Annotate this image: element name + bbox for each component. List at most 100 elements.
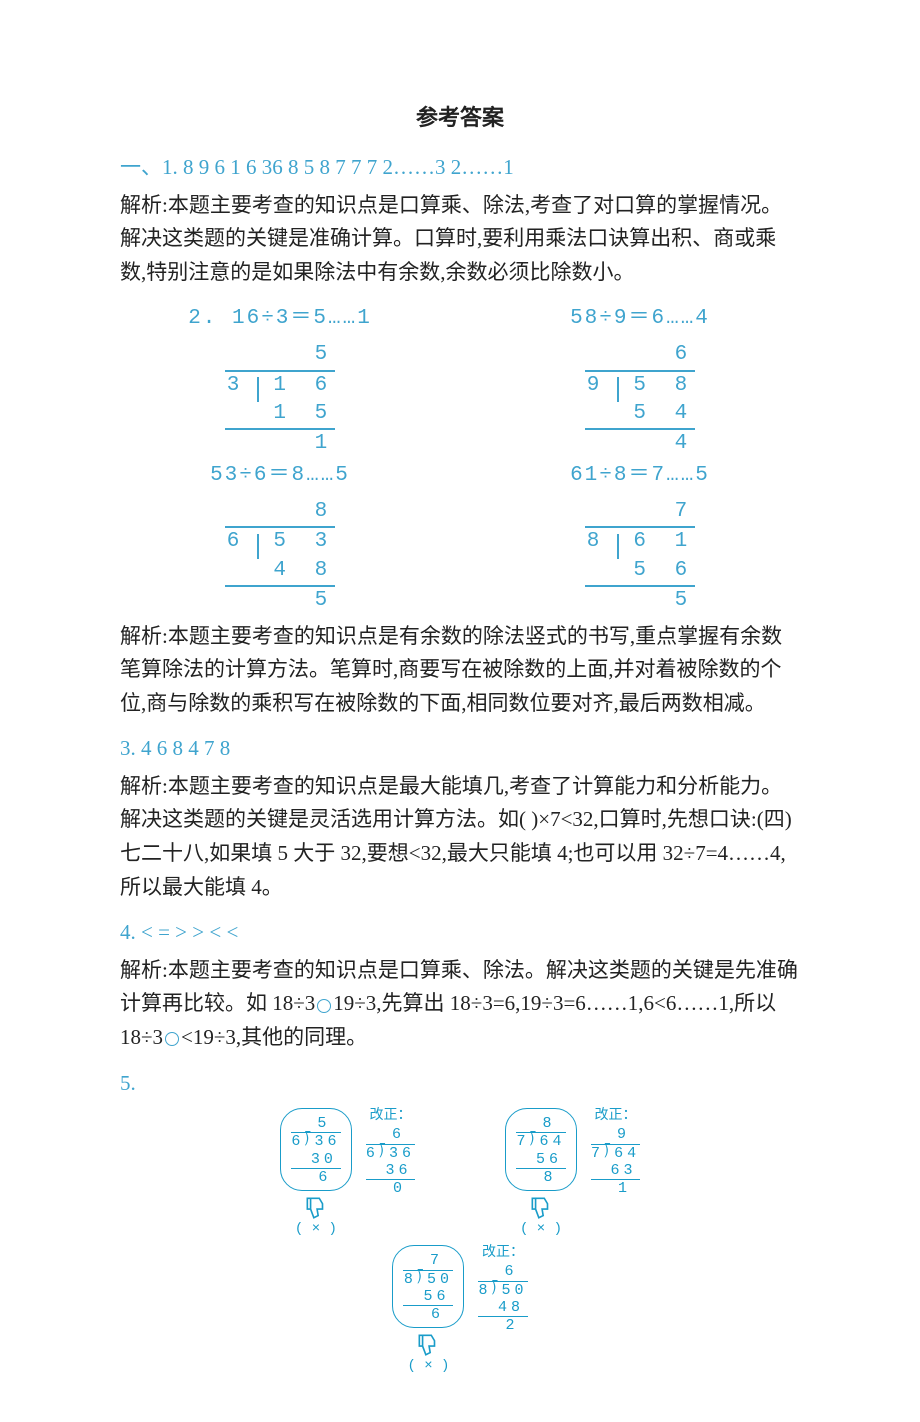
mdiv: 6 <box>366 1145 379 1162</box>
q5-label: 5. <box>120 1067 800 1101</box>
fix-label: 改正： <box>595 1108 637 1124</box>
mq: 9 <box>591 1126 640 1144</box>
cloud-fix-col: 改正： 6 6⟌36 36 0 <box>366 1108 415 1197</box>
mdiv: 7 <box>591 1145 604 1162</box>
mq: 8 <box>516 1115 566 1133</box>
ld-divisor: 6 <box>227 528 258 556</box>
mq: 6 <box>478 1263 527 1281</box>
judge-mark: ( × ) <box>295 1221 337 1237</box>
msub: 63 <box>591 1162 640 1180</box>
ld-dividend: 5 8 <box>633 372 695 400</box>
longdiv-block: 61÷8＝7……5 7 86 1 5 6 5 <box>480 459 800 616</box>
circle-icon <box>317 999 331 1013</box>
long-division: 6 9 5 8 5 4 4 <box>585 341 695 458</box>
q1-answers: 一、1. 8 9 6 1 6 36 8 5 8 7 7 7 2……3 2……1 <box>120 151 800 185</box>
bracket-icon <box>257 534 269 559</box>
ld-remainder: 4 <box>585 430 695 458</box>
mdiv: 8 <box>404 1271 417 1288</box>
mrem: 6 <box>291 1169 341 1186</box>
ld-divisor: 8 <box>587 528 618 556</box>
q2-long-division-grid: 2. 16÷3＝5……1 5 31 6 1 5 1 58÷9＝6……4 6 95… <box>120 302 800 616</box>
ld-quotient: 5 <box>225 341 335 371</box>
judge-mark: ( × ) <box>407 1358 449 1374</box>
cloud-pair: 7 8⟌50 56 6 ( × ) 改正： 6 8⟌50 48 2 <box>392 1245 527 1374</box>
msub: 56 <box>516 1151 566 1169</box>
ld-equation: 61÷8＝7……5 <box>570 459 710 493</box>
q4-explain: 解析:本题主要考查的知识点是口算乘、除法。解决这类题的关键是先准确计算再比较。如… <box>120 954 800 1055</box>
ld-row1: 9 5 8 <box>585 372 695 400</box>
ld-row1: 31 6 <box>225 372 335 400</box>
msub: 36 <box>366 1162 415 1180</box>
mdiv: 8 <box>478 1282 491 1299</box>
mdd: 64 <box>614 1145 640 1162</box>
thumb-down-icon <box>414 1332 442 1358</box>
mrem: 2 <box>478 1317 527 1334</box>
ld-divisor: 9 <box>587 372 618 400</box>
q1-values: 8 9 6 1 6 36 8 5 8 7 7 7 2……3 2……1 <box>183 155 514 179</box>
long-division: 8 65 3 4 8 5 <box>225 498 335 615</box>
bracket-icon <box>257 377 269 402</box>
mrow: 8⟌50 <box>403 1271 453 1288</box>
ld-row1: 8 6 1 <box>585 528 695 556</box>
mrem: 1 <box>591 1180 640 1197</box>
bracket-icon <box>617 534 629 559</box>
mrow: 6⟌36 <box>291 1133 341 1150</box>
mdd: 50 <box>427 1271 453 1288</box>
ld-dividend: 5 3 <box>273 528 335 556</box>
ld-equation: 53÷6＝8……5 <box>210 459 350 493</box>
ld-row1: 6 5 3 <box>225 528 335 556</box>
mdd: 36 <box>389 1145 415 1162</box>
ld-dividend: 1 6 <box>273 372 335 400</box>
msub: 56 <box>403 1288 453 1306</box>
cloud-wrong: 5 6⟌36 30 6 <box>280 1108 352 1191</box>
ld-sub: 5 4 <box>585 400 695 430</box>
mdiv: 6 <box>291 1133 304 1150</box>
cloud-wrong: 7 8⟌50 56 6 <box>392 1245 464 1328</box>
q3-explain: 解析:本题主要考查的知识点是最大能填几,考查了计算能力和分析能力。解决这类题的关… <box>120 770 800 904</box>
cloud-wrong-col: 8 7⟌64 56 8 ( × ) <box>505 1108 577 1237</box>
ld-quotient: 8 <box>225 498 335 528</box>
page-title: 参考答案 <box>120 100 800 135</box>
mrow: 7⟌64 <box>591 1145 640 1162</box>
cloud-wrong: 8 7⟌64 56 8 <box>505 1108 577 1191</box>
cloud-fix-col: 改正： 6 8⟌50 48 2 <box>478 1245 527 1334</box>
q1-prefix: 一、1. <box>120 155 178 179</box>
cloud-wrong-col: 7 8⟌50 56 6 ( × ) <box>392 1245 464 1374</box>
judge-mark: ( × ) <box>520 1221 562 1237</box>
page: 参考答案 一、1. 8 9 6 1 6 36 8 5 8 7 7 7 2……3 … <box>0 0 920 1422</box>
mq: 7 <box>403 1252 453 1270</box>
ld-sub: 1 5 <box>225 400 335 430</box>
bracket-icon <box>617 377 629 402</box>
ld-remainder: 5 <box>585 587 695 615</box>
msub: 30 <box>291 1151 341 1169</box>
ld-remainder: 1 <box>225 430 335 458</box>
q2-explain: 解析:本题主要考查的知识点是有余数的除法竖式的书写,重点掌握有余数笔算除法的计算… <box>120 620 800 721</box>
ld-equation: 2. 16÷3＝5……1 <box>188 302 372 336</box>
longdiv-block: 2. 16÷3＝5……1 5 31 6 1 5 1 <box>120 302 440 459</box>
ld-equation: 58÷9＝6……4 <box>570 302 710 336</box>
longdiv-block: 53÷6＝8……5 8 65 3 4 8 5 <box>120 459 440 616</box>
ld-dividend: 6 1 <box>633 528 695 556</box>
mrem: 6 <box>403 1306 453 1323</box>
mdd: 64 <box>540 1133 566 1150</box>
cloud-pair: 8 7⟌64 56 8 ( × ) 改正： 9 7⟌64 63 1 <box>505 1108 640 1237</box>
q3-answers: 3. 4 6 8 4 7 8 <box>120 732 800 766</box>
q1-explain: 解析:本题主要考查的知识点是口算乘、除法,考查了对口算的掌握情况。解决这类题的关… <box>120 189 800 290</box>
longdiv-block: 58÷9＝6……4 6 9 5 8 5 4 4 <box>480 302 800 459</box>
thumb-down-icon <box>302 1195 330 1221</box>
long-division: 7 86 1 5 6 5 <box>585 498 695 615</box>
ld-sub: 4 8 <box>225 557 335 587</box>
fix-label: 改正： <box>369 1108 411 1124</box>
q4-exp-3: <19÷3,其他的同理。 <box>181 1025 367 1049</box>
cloud-fix: 6 8⟌50 48 2 <box>478 1263 527 1334</box>
ld-sub: 5 6 <box>585 557 695 587</box>
thumb-down-icon <box>527 1195 555 1221</box>
mrow: 6⟌36 <box>366 1145 415 1162</box>
cloud-fix: 9 7⟌64 63 1 <box>591 1126 640 1197</box>
circle-icon <box>165 1032 179 1046</box>
cloud-pair: 5 6⟌36 30 6 ( × ) 改正： 6 6⟌36 36 0 <box>280 1108 415 1237</box>
ld-quotient: 6 <box>585 341 695 371</box>
q4-answers: 4. < = > > < < <box>120 916 800 950</box>
cloud-wrong-col: 5 6⟌36 30 6 ( × ) <box>280 1108 352 1237</box>
mq: 6 <box>366 1126 415 1144</box>
